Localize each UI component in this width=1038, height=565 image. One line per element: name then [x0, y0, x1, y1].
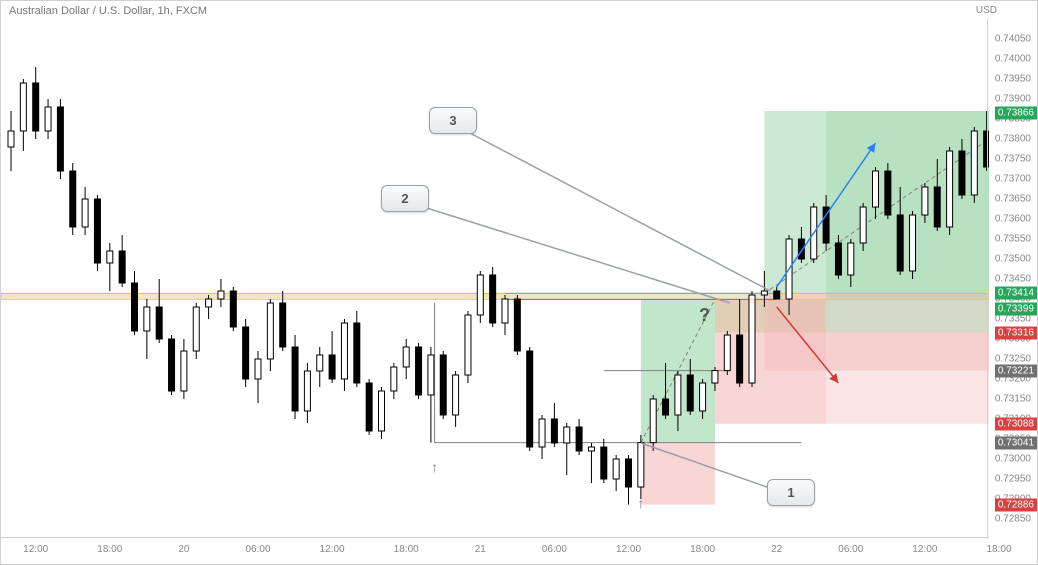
time-tick: 12:00 — [912, 544, 937, 555]
price-tick: 0.72950 — [995, 474, 1031, 485]
price-tick: 0.74050 — [995, 34, 1031, 45]
time-tick: 18:00 — [394, 544, 419, 555]
price-tick: 0.73450 — [995, 274, 1031, 285]
plot-area[interactable] — [1, 19, 989, 539]
price-tick: 0.73550 — [995, 234, 1031, 245]
price-tick: 0.73000 — [995, 454, 1031, 465]
price-axis: 0.740500.740000.739500.739000.738500.738… — [987, 19, 1037, 539]
question-mark-icon: ? — [699, 305, 710, 326]
price-tick: 0.73950 — [995, 74, 1031, 85]
price-tag: 0.73414 — [995, 287, 1037, 300]
price-tick: 0.73600 — [995, 214, 1031, 225]
price-tick: 0.73900 — [995, 94, 1031, 105]
marker-arrow-icon: ↑ — [637, 495, 644, 511]
price-tag: 0.72886 — [995, 498, 1037, 511]
price-tick: 0.73650 — [995, 194, 1031, 205]
price-tick: 0.72850 — [995, 514, 1031, 525]
instrument-title: Australian Dollar / U.S. Dollar, 1h, FXC… — [9, 5, 207, 17]
callout-box-1[interactable]: 1 — [767, 479, 815, 506]
price-tag: 0.73316 — [995, 326, 1037, 339]
price-tag: 0.73866 — [995, 106, 1037, 119]
price-tag: 0.73041 — [995, 436, 1037, 449]
price-tag: 0.73221 — [995, 364, 1037, 377]
time-tick: 21 — [475, 544, 486, 555]
chart-frame: Australian Dollar / U.S. Dollar, 1h, FXC… — [0, 0, 1038, 565]
time-tick: 12:00 — [23, 544, 48, 555]
time-tick: 18:00 — [690, 544, 715, 555]
time-tick: 20 — [178, 544, 189, 555]
callout-box-2[interactable]: 2 — [381, 185, 429, 212]
time-tick: 18:00 — [97, 544, 122, 555]
price-tick: 0.73500 — [995, 254, 1031, 265]
price-tag: 0.73399 — [995, 303, 1037, 316]
time-tick: 06:00 — [245, 544, 270, 555]
time-tick: 18:00 — [986, 544, 1011, 555]
price-tick: 0.74000 — [995, 54, 1031, 65]
price-tick: 0.73750 — [995, 154, 1031, 165]
marker-arrow-icon: ↑ — [431, 459, 438, 475]
time-tick: 06:00 — [838, 544, 863, 555]
callout-box-3[interactable]: 3 — [429, 107, 477, 134]
time-tick: 12:00 — [320, 544, 345, 555]
price-tick: 0.73800 — [995, 134, 1031, 145]
time-tick: 06:00 — [542, 544, 567, 555]
price-tick: 0.73150 — [995, 394, 1031, 405]
time-axis: 12:00 18:00 20 06:00 12:00 18:00 21 06:00 12:00 1… — [1, 537, 989, 564]
price-tick: 0.73250 — [995, 354, 1031, 365]
time-tick: 12:00 — [616, 544, 641, 555]
price-tag: 0.73088 — [995, 417, 1037, 430]
time-tick: 22 — [771, 544, 782, 555]
y-axis-unit: USD — [976, 5, 997, 16]
price-tick: 0.73700 — [995, 174, 1031, 185]
